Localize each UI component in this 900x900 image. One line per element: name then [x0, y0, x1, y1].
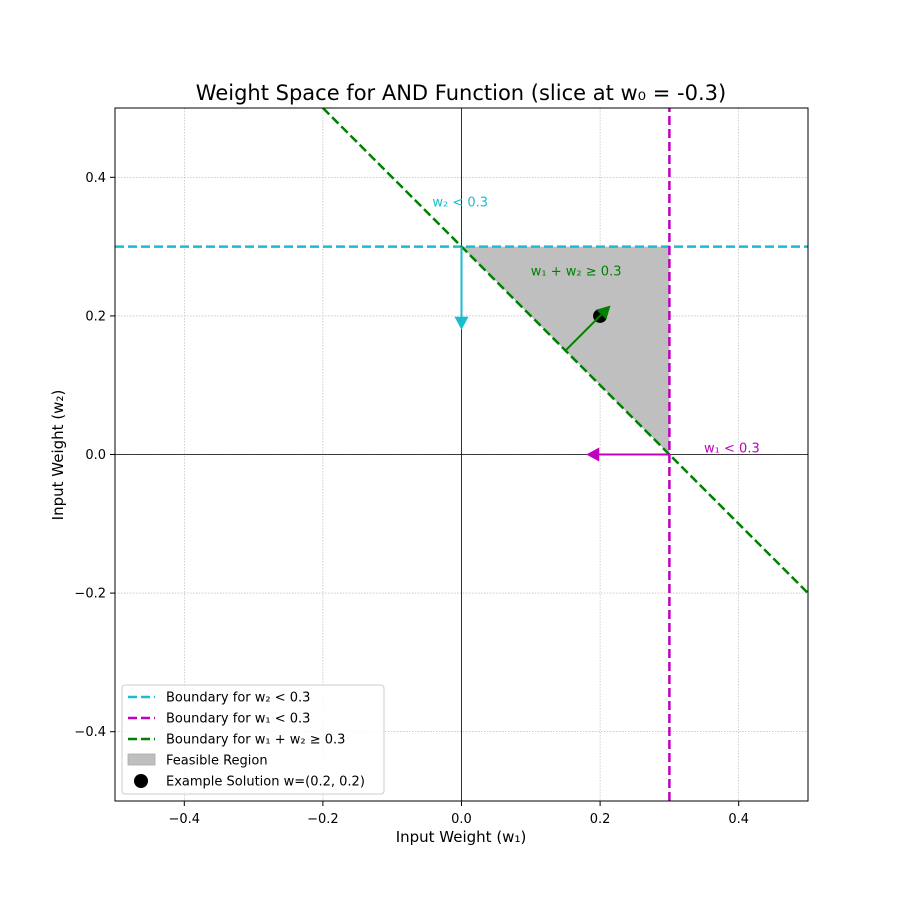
- y-tick-label: 0.2: [85, 309, 106, 324]
- x-tick-label: −0.4: [169, 812, 201, 827]
- x-tick-label: 0.4: [728, 812, 749, 827]
- y-tick-label: 0.4: [85, 171, 106, 186]
- axis-ticks: −0.4 −0.2 0.0 0.2 0.4 −0.4 −0.2 0.0 0.2 0.4: [74, 171, 749, 827]
- legend-label-3: Feasible Region: [166, 754, 268, 769]
- legend-swatch-4: [134, 774, 148, 788]
- legend-label-1: Boundary for w₁ < 0.3: [166, 712, 310, 727]
- legend-label-0: Boundary for w₂ < 0.3: [166, 691, 310, 706]
- y-tick-label: −0.4: [74, 725, 106, 740]
- y-tick-label: 0.0: [85, 448, 106, 463]
- y-tick-label: −0.2: [74, 587, 106, 602]
- annotation-arrow-2: [564, 313, 603, 352]
- legend-box: [121, 684, 385, 795]
- annotation-label-0: w₂ < 0.3: [432, 195, 488, 210]
- annotation-label-1: w₁ < 0.3: [704, 441, 760, 456]
- legend-swatch-3: [127, 753, 156, 766]
- annotation-label-2: w₁ + w₂ ≥ 0.3: [531, 265, 622, 280]
- chart-title: Weight Space for AND Function (slice at …: [196, 81, 726, 105]
- annotation-arrowhead-0: [454, 316, 469, 330]
- legend: Boundary for w₂ < 0.3 Boundary for w₁ < 0…: [121, 684, 385, 795]
- x-tick-label: −0.2: [307, 812, 339, 827]
- y-axis-label: Input Weight (w₂): [49, 390, 67, 521]
- x-tick-label: 0.0: [451, 812, 472, 827]
- plot-frame: [114, 107, 809, 802]
- legend-label-4: Example Solution w=(0.2, 0.2): [166, 775, 365, 790]
- annotation-arrowhead-2: [596, 305, 611, 320]
- x-tick-label: 0.2: [590, 812, 611, 827]
- x-axis-label: Input Weight (w₁): [396, 828, 527, 846]
- legend-label-2: Boundary for w₁ + w₂ ≥ 0.3: [166, 733, 345, 748]
- annotation-arrowhead-1: [586, 447, 600, 462]
- annotations: w₂ < 0.3 w₁ < 0.3 w₁ + w₂ ≥ 0.3: [432, 195, 760, 462]
